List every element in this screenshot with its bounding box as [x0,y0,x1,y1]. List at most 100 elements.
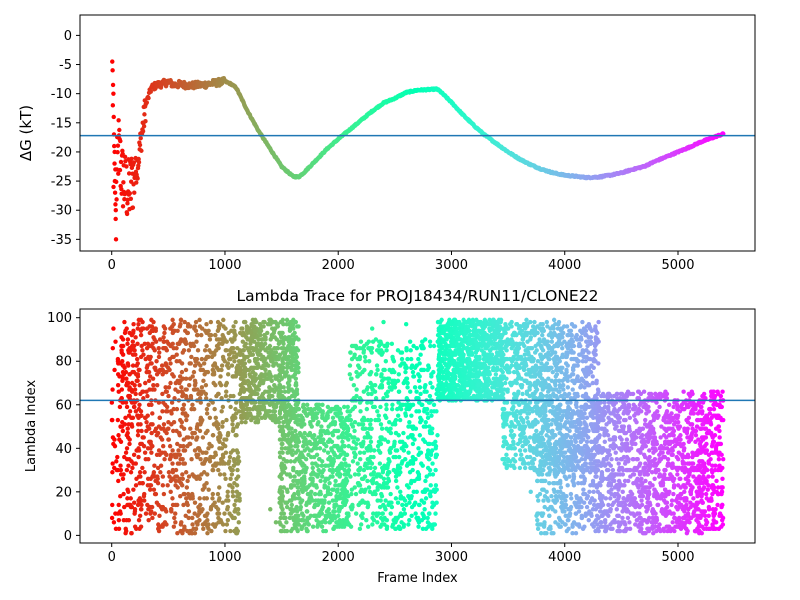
lambda-point [379,435,384,440]
lambda-point [136,406,142,412]
dg-point [132,190,137,195]
dg-point [130,205,136,210]
lambda-point [131,487,136,492]
lambda-point [303,439,309,444]
lambda-point [221,337,226,342]
lambda-point [117,404,123,410]
lambda-point [121,472,126,477]
lambda-point [417,433,423,438]
lambda-point [430,504,435,510]
lambda-point [118,463,123,468]
lambda-point [429,372,434,377]
lambda-point [348,524,354,529]
lambda-point [406,424,411,429]
lambda-point [166,385,172,390]
lambda-point [425,367,430,373]
lambda-point [318,428,324,434]
lambda-point [390,402,395,407]
lambda-point [383,498,388,503]
lambda-point [421,513,426,518]
lambda-point [277,367,282,373]
lambda-point [373,337,379,342]
lambda-point [353,446,358,451]
lambda-point [130,339,135,344]
lambda-point [197,511,202,516]
lambda-point [185,502,190,508]
lambda-point [137,513,143,518]
dg-point [116,171,121,176]
lambda-point [420,339,425,344]
lambda-point [417,374,422,379]
lambda-point [395,500,401,505]
lambda-point [146,517,151,523]
lambda-point [151,472,156,477]
lambda-point [230,467,235,473]
lambda-point [118,494,123,499]
lambda-point [146,456,151,462]
lambda-point [149,504,155,510]
lambda-point [362,435,367,440]
lambda-point [203,396,209,401]
lambda-point [370,522,375,527]
lambda-point [170,372,175,377]
lambda-point [155,465,161,471]
lambda-point [234,476,239,481]
lambda-point [288,426,293,431]
lambda-point [360,422,366,427]
lambda-point [118,424,123,429]
lambda-point [399,356,405,362]
lambda-point [162,326,168,331]
lambda-point [184,413,190,418]
dg-point [111,114,116,120]
lambda-point [111,326,116,331]
lambda-point [380,511,385,516]
lambda-point [366,443,372,449]
lambda-point [416,409,422,414]
lambda-point [296,369,301,375]
lambda-point [174,352,179,357]
lambda-point [235,422,241,427]
lambda-point [319,463,324,468]
lambda-point [180,376,186,381]
lambda-point [228,528,233,534]
lambda-point [288,459,293,464]
lambda-point [284,317,290,323]
lambda-point [339,435,345,440]
lambda-point [139,507,144,512]
lambda-point [220,332,225,338]
lambda-point [140,435,145,440]
lambda-point [200,487,206,492]
lambda-point [196,361,201,366]
lambda-point [378,524,383,529]
lambda-point [233,461,239,466]
lambda-point [120,428,126,434]
lambda-point [246,348,251,353]
lambda-point [376,472,382,477]
dg-point [139,148,144,153]
lambda-point [119,387,125,392]
lambda-point [414,345,420,351]
lambda-point [125,435,131,440]
lambda-point [166,419,171,425]
lambda-point [312,504,317,510]
lambda-point [149,361,154,366]
lambda-point [360,426,366,431]
lambda-point [172,396,177,401]
lambda-point [320,459,325,464]
lambda-point [219,363,225,368]
lambda-point [145,424,150,429]
lambda-point [342,494,347,499]
lambda-point [417,450,423,455]
lambda-point [131,452,137,458]
lambda-point [325,450,331,455]
lambda-point [131,343,137,349]
lambda-point [407,339,413,344]
lambda-point [228,356,233,362]
lambda-point [215,511,220,516]
lambda-point [110,461,115,466]
lambda-point [294,437,300,442]
lambda-point [298,507,303,512]
lambda-point [231,354,236,360]
lambda-point [217,430,222,436]
lambda-point [385,389,391,394]
